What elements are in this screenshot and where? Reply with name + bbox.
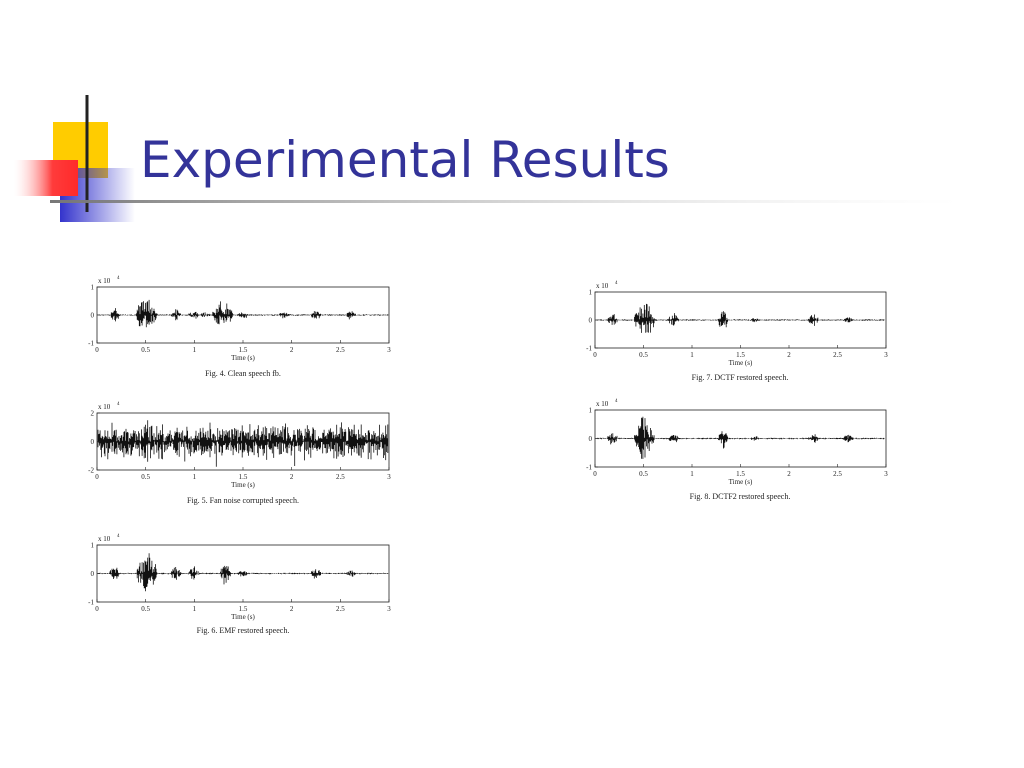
x-tick-label: 1.5 bbox=[736, 470, 745, 478]
x-tick-label: 2.5 bbox=[336, 346, 345, 354]
figure-caption: Fig. 8. DCTF2 restored speech. bbox=[690, 492, 791, 501]
y-tick-label: 0 bbox=[91, 438, 95, 446]
figure-caption: Fig. 5. Fan noise corrupted speech. bbox=[187, 496, 299, 505]
x-axis-label: Time (s) bbox=[231, 354, 255, 362]
x-axis-label: Time (s) bbox=[729, 478, 753, 486]
scale-exponent: 4 bbox=[615, 399, 618, 404]
x-tick-label: 2 bbox=[787, 470, 791, 478]
y-tick-label: 1 bbox=[589, 289, 593, 297]
figure-caption: Fig. 4. Clean speech fb. bbox=[205, 369, 281, 378]
x-tick-label: 1 bbox=[690, 351, 694, 359]
x-tick-label: 0.5 bbox=[639, 470, 648, 478]
scale-label: x 10 bbox=[98, 535, 111, 543]
scale-label: x 10 bbox=[596, 400, 609, 408]
x-tick-label: 1 bbox=[193, 346, 197, 354]
x-tick-label: 1.5 bbox=[239, 605, 248, 613]
x-tick-label: 0.5 bbox=[141, 346, 150, 354]
x-tick-label: 2 bbox=[290, 346, 294, 354]
y-tick-label: -1 bbox=[586, 345, 592, 353]
x-tick-label: 0 bbox=[95, 605, 99, 613]
y-tick-label: 0 bbox=[589, 317, 593, 325]
red-bar bbox=[14, 160, 78, 196]
x-tick-label: 0 bbox=[95, 473, 99, 481]
x-tick-label: 3 bbox=[387, 346, 391, 354]
x-axis-label: Time (s) bbox=[729, 359, 753, 367]
y-tick-label: 1 bbox=[589, 407, 593, 415]
scale-label: x 10 bbox=[98, 403, 111, 411]
y-tick-label: 1 bbox=[91, 542, 95, 550]
x-tick-label: 1 bbox=[193, 605, 197, 613]
scale-label: x 10 bbox=[98, 277, 111, 285]
x-tick-label: 0 bbox=[95, 346, 99, 354]
x-tick-label: 0 bbox=[593, 470, 597, 478]
x-tick-label: 1 bbox=[690, 470, 694, 478]
scale-label: x 10 bbox=[596, 282, 609, 290]
waveform bbox=[97, 553, 389, 592]
x-tick-label: 1 bbox=[193, 473, 197, 481]
y-tick-label: 0 bbox=[91, 570, 95, 578]
x-tick-label: 2.5 bbox=[833, 470, 842, 478]
x-tick-label: 2 bbox=[787, 351, 791, 359]
x-tick-label: 0.5 bbox=[141, 473, 150, 481]
waveform bbox=[595, 303, 885, 333]
x-tick-label: 1.5 bbox=[736, 351, 745, 359]
figure-caption: Fig. 6. EMF restored speech. bbox=[197, 626, 290, 635]
x-tick-label: 1.5 bbox=[239, 473, 248, 481]
x-tick-label: 3 bbox=[387, 605, 391, 613]
scale-exponent: 4 bbox=[615, 281, 618, 286]
scale-exponent: 4 bbox=[117, 276, 120, 281]
x-tick-label: 0 bbox=[593, 351, 597, 359]
x-tick-label: 0.5 bbox=[141, 605, 150, 613]
x-tick-label: 2 bbox=[290, 605, 294, 613]
waveform bbox=[595, 416, 885, 459]
waveform bbox=[97, 299, 389, 328]
waveform bbox=[97, 420, 389, 467]
x-tick-label: 3 bbox=[387, 473, 391, 481]
x-tick-label: 2.5 bbox=[336, 605, 345, 613]
x-tick-label: 0.5 bbox=[639, 351, 648, 359]
x-tick-label: 2.5 bbox=[833, 351, 842, 359]
x-tick-label: 1.5 bbox=[239, 346, 248, 354]
scale-exponent: 4 bbox=[117, 402, 120, 407]
x-tick-label: 2 bbox=[290, 473, 294, 481]
x-tick-label: 3 bbox=[884, 470, 888, 478]
y-tick-label: -1 bbox=[586, 464, 592, 472]
y-tick-label: -2 bbox=[88, 467, 94, 475]
slide-title: Experimental Results bbox=[140, 131, 670, 189]
x-axis-label: Time (s) bbox=[231, 481, 255, 489]
scale-exponent: 4 bbox=[117, 534, 120, 539]
x-axis-label: Time (s) bbox=[231, 613, 255, 621]
y-tick-label: -1 bbox=[88, 340, 94, 348]
horizontal-rule bbox=[50, 200, 960, 203]
x-tick-label: 2.5 bbox=[336, 473, 345, 481]
y-tick-label: 0 bbox=[91, 312, 95, 320]
y-tick-label: -1 bbox=[88, 599, 94, 607]
y-tick-label: 1 bbox=[91, 284, 95, 292]
decoration bbox=[14, 95, 960, 222]
figure-caption: Fig. 7. DCTF restored speech. bbox=[692, 373, 789, 382]
y-tick-label: 2 bbox=[91, 410, 95, 418]
y-tick-label: 0 bbox=[589, 435, 593, 443]
x-tick-label: 3 bbox=[884, 351, 888, 359]
